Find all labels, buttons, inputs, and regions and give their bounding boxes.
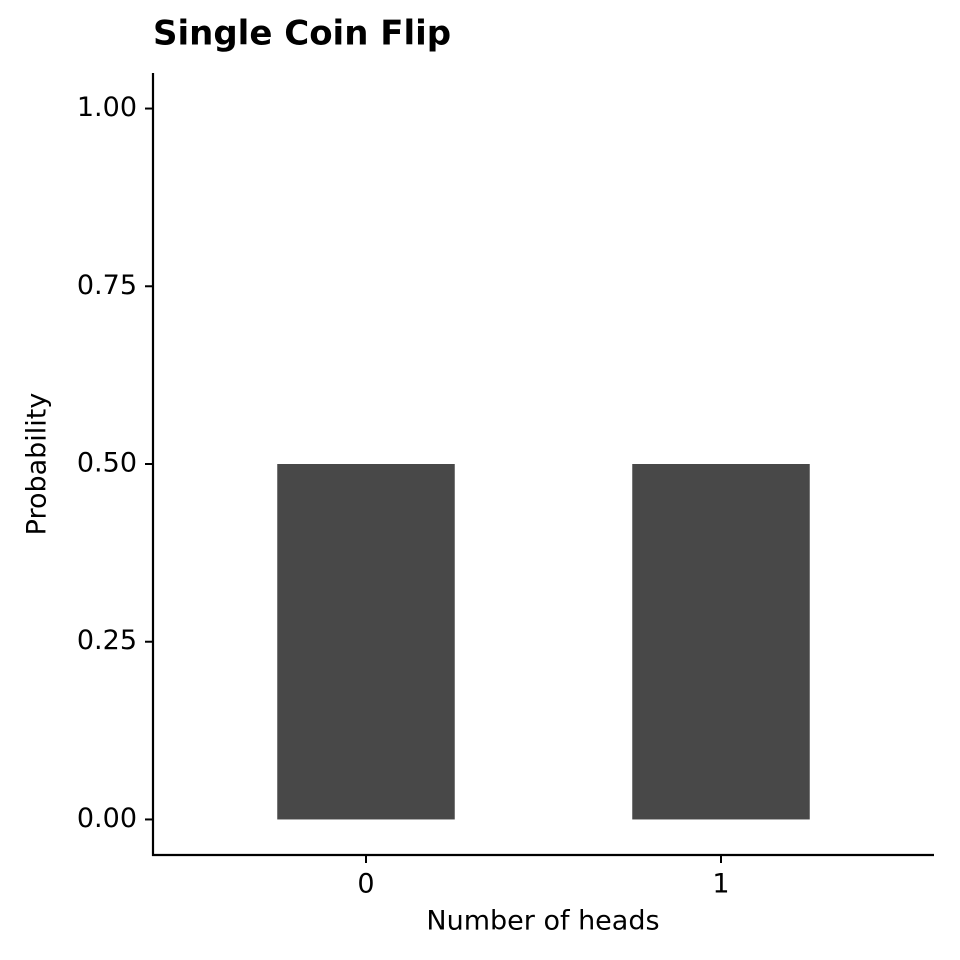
chart-title: Single Coin Flip <box>153 14 451 54</box>
x-tick-label: 0 <box>357 869 374 900</box>
x-tick-label: 1 <box>712 869 729 900</box>
y-tick-label: 1.00 <box>77 92 137 123</box>
y-tick-label: 0.25 <box>77 625 137 656</box>
bar <box>277 464 455 820</box>
x-axis-label: Number of heads <box>426 906 659 937</box>
y-tick-label: 0.50 <box>77 448 137 479</box>
y-tick-label: 0.00 <box>77 803 137 834</box>
y-tick-label: 0.75 <box>77 270 137 301</box>
bar <box>632 464 810 820</box>
y-axis-label: Probability <box>22 393 53 536</box>
